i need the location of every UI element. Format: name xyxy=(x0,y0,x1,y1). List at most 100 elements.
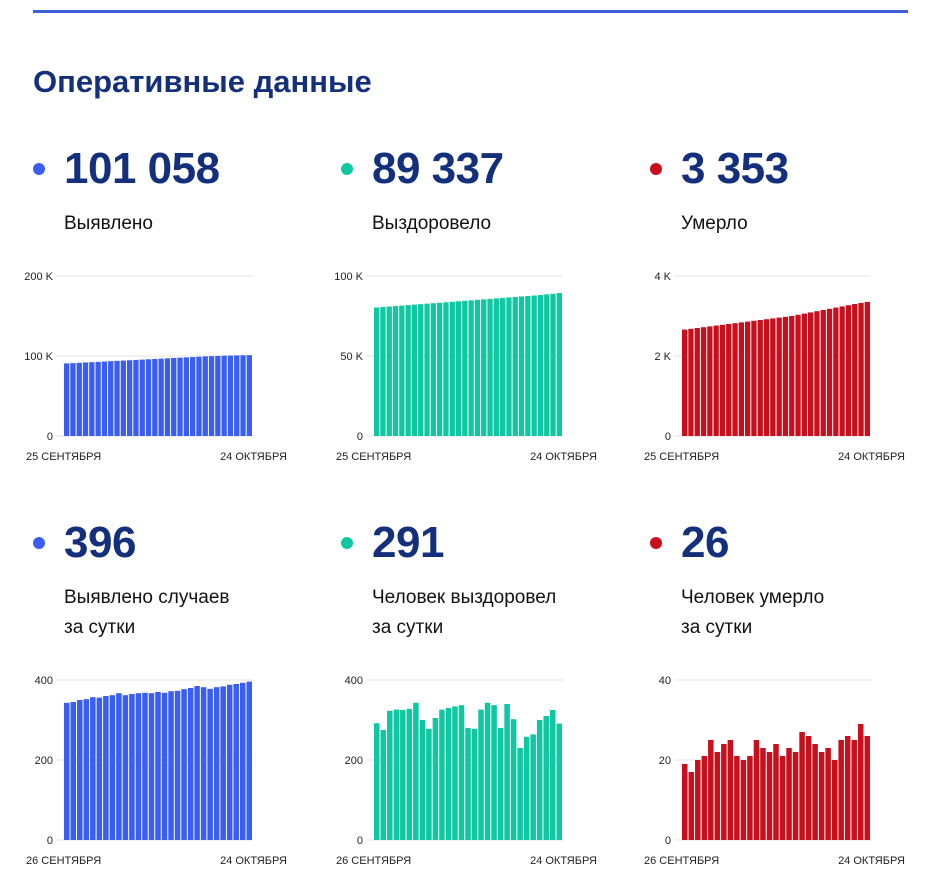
bar xyxy=(864,301,870,436)
y-tick-label: 20 xyxy=(659,755,671,767)
bar xyxy=(161,692,168,840)
x-end-label: 24 ОКТЯБРЯ xyxy=(530,451,597,463)
bar xyxy=(215,355,221,436)
bar xyxy=(818,752,825,840)
bar xyxy=(682,329,688,436)
blue-dot-icon xyxy=(33,163,45,175)
bar xyxy=(525,296,531,436)
bar xyxy=(426,728,432,840)
bar xyxy=(727,740,734,840)
stat-label-line: Выявлено xyxy=(64,213,153,234)
bar xyxy=(70,363,76,436)
chart-died-total: 0 2 K 4 K 25 СЕНТЯБРЯ 24 ОКТЯБРЯ xyxy=(644,271,905,463)
bar xyxy=(714,752,721,840)
bar xyxy=(471,728,478,840)
bar xyxy=(537,295,544,436)
bar xyxy=(190,357,196,436)
bar xyxy=(770,318,776,436)
y-tick-label: 40 xyxy=(659,675,671,687)
stat-value: 396 xyxy=(64,518,136,567)
bar xyxy=(760,748,766,840)
bar xyxy=(518,296,525,436)
bar xyxy=(839,306,845,436)
bar xyxy=(70,702,77,840)
bar xyxy=(77,700,83,840)
bar xyxy=(139,359,145,436)
stat-label-line: Выздоровело xyxy=(372,213,492,234)
y-tick-label: 200 xyxy=(345,755,363,767)
x-end-label: 24 ОКТЯБРЯ xyxy=(220,855,287,867)
bar xyxy=(152,358,158,436)
bar xyxy=(64,363,70,436)
x-start-label: 25 СЕНТЯБРЯ xyxy=(336,451,411,463)
stat-label-line: Человек умерло xyxy=(681,587,825,608)
bar xyxy=(187,688,194,840)
stat-label-line: Умерло xyxy=(681,213,748,234)
bar xyxy=(732,323,738,436)
bar xyxy=(108,361,114,436)
bar xyxy=(478,709,484,840)
stat-label-line: Человек выздоровел xyxy=(372,587,557,608)
bar xyxy=(484,702,491,840)
top-rule xyxy=(33,10,908,13)
bar xyxy=(468,300,474,436)
bar xyxy=(64,702,70,840)
blue-dot-icon xyxy=(33,537,45,549)
bar xyxy=(411,304,418,436)
y-tick-label: 0 xyxy=(47,835,53,847)
bar xyxy=(424,303,430,436)
stat-label: Выявлено xyxy=(64,209,153,239)
bar xyxy=(845,305,852,436)
bar xyxy=(799,732,805,840)
y-tick-label: 400 xyxy=(35,675,53,687)
bar xyxy=(387,710,393,840)
bar xyxy=(779,756,786,840)
chart-detected-total: 0 100 K 200 K 25 СЕНТЯБРЯ 24 ОКТЯБРЯ xyxy=(24,271,287,463)
x-end-label: 24 ОКТЯБРЯ xyxy=(838,451,905,463)
bar xyxy=(155,692,161,840)
bar xyxy=(142,692,148,840)
bar xyxy=(437,302,443,436)
stat-label: Умерло xyxy=(681,209,748,239)
bar xyxy=(517,748,523,840)
stat-label-line: за сутки xyxy=(372,617,444,638)
bar xyxy=(782,316,789,436)
bar xyxy=(726,324,732,436)
bar xyxy=(852,304,858,436)
bar xyxy=(792,752,799,840)
bar xyxy=(833,307,839,436)
bar xyxy=(543,716,549,840)
bar xyxy=(240,355,246,436)
stat-value: 3 353 xyxy=(681,144,789,193)
bar xyxy=(393,709,400,840)
bar xyxy=(556,293,562,436)
bar xyxy=(808,312,814,436)
bar xyxy=(700,327,707,436)
bar xyxy=(838,740,844,840)
bar xyxy=(439,709,445,840)
bar xyxy=(721,744,727,840)
y-tick-label: 0 xyxy=(357,431,363,443)
bar xyxy=(109,695,116,840)
x-start-label: 25 СЕНТЯБРЯ xyxy=(644,451,719,463)
bar xyxy=(380,307,386,436)
y-tick-label: 4 K xyxy=(654,271,671,283)
bar xyxy=(171,358,177,436)
x-start-label: 26 СЕНТЯБРЯ xyxy=(336,855,411,867)
bar xyxy=(406,708,413,840)
bar xyxy=(445,708,452,840)
bar xyxy=(474,299,481,436)
bar xyxy=(89,362,95,436)
bar xyxy=(82,362,89,436)
bar xyxy=(688,772,695,840)
bar xyxy=(233,684,239,840)
bar xyxy=(820,310,826,436)
bar xyxy=(145,359,152,436)
bar xyxy=(164,358,171,436)
y-tick-label: 0 xyxy=(665,431,671,443)
bar xyxy=(101,361,108,436)
bar xyxy=(129,694,135,840)
bar xyxy=(708,740,714,840)
bar xyxy=(226,684,233,840)
bar xyxy=(430,303,436,436)
